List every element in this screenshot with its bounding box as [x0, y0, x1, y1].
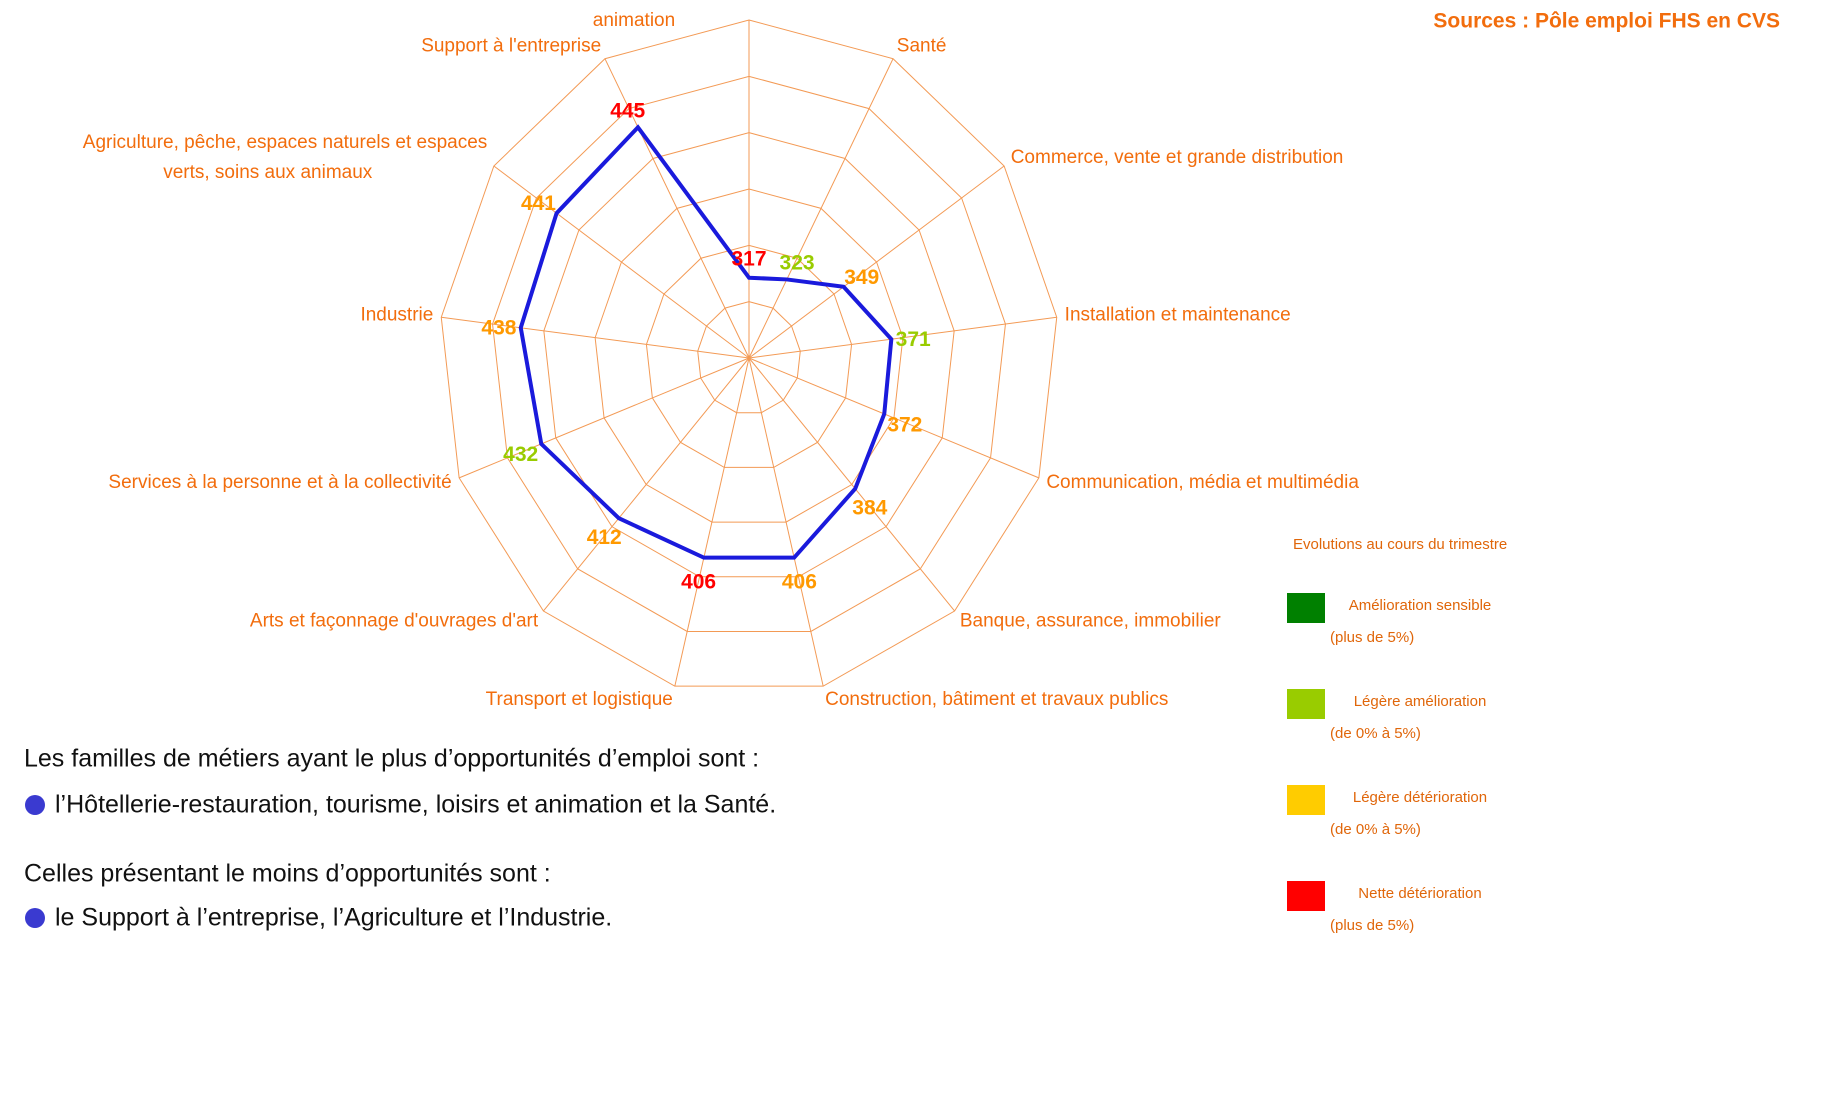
value-label: 445 — [610, 99, 645, 122]
grid-ring — [594, 188, 904, 523]
legend-title: Evolutions au cours du trimestre — [1293, 536, 1507, 553]
value-label: 406 — [782, 571, 817, 594]
category-label: Industrie — [360, 305, 433, 326]
bullet — [25, 908, 45, 928]
category-label: Hôtellerie-restauration, tourisme, loisi… — [574, 0, 925, 31]
grid-ring — [697, 301, 801, 414]
legend-range: (de 0% à 5%) — [1330, 821, 1421, 838]
category-label: Santé — [897, 35, 947, 56]
category-label: Installation et maintenance — [1065, 305, 1291, 326]
axis-spoke — [543, 357, 750, 612]
axis-spoke — [748, 357, 824, 687]
grid-ring — [492, 75, 1006, 632]
legend-range: (plus de 5%) — [1330, 917, 1414, 934]
legend-swatch — [1287, 593, 1325, 623]
legend-label: Légère amélioration — [1354, 693, 1487, 710]
category-label: Arts et façonnage d'ouvrages d'art — [250, 610, 539, 631]
legend-swatch — [1287, 689, 1325, 719]
value-label: 323 — [780, 252, 815, 275]
axis-spoke — [748, 357, 1040, 479]
paragraph: l’Hôtellerie-restauration, tourisme, loi… — [55, 791, 776, 819]
paragraph: Celles présentant le moins d’opportunité… — [24, 860, 551, 888]
paragraph: le Support à l’entreprise, l’Agriculture… — [55, 904, 612, 932]
legend-swatch — [1287, 785, 1325, 815]
category-label: Agriculture, pêche, espaces naturels et … — [83, 132, 488, 183]
legend-range: (plus de 5%) — [1330, 629, 1414, 646]
radar-line — [518, 124, 894, 560]
legend-range: (de 0% à 5%) — [1330, 725, 1421, 742]
axis-spoke — [748, 58, 894, 359]
axis-spoke — [604, 58, 750, 359]
value-label: 372 — [887, 413, 922, 436]
category-label: Communication, média et multimédia — [1046, 472, 1359, 493]
axis-spoke — [441, 316, 750, 359]
category-label: Support à l'entreprise — [421, 35, 601, 56]
bullet — [25, 795, 45, 815]
legend-label: Amélioration sensible — [1349, 597, 1492, 614]
value-label: 371 — [896, 328, 931, 351]
axis-spoke — [748, 357, 955, 612]
category-label: Services à la personne et à la collectiv… — [108, 472, 451, 493]
grid-ring — [440, 19, 1058, 687]
axis-spoke — [458, 357, 750, 479]
legend-swatch — [1287, 881, 1325, 911]
axis-spoke — [674, 357, 750, 687]
axis-spoke — [493, 165, 750, 359]
value-label: 349 — [844, 266, 879, 289]
category-label: Transport et logistique — [486, 689, 673, 710]
value-label: 406 — [681, 571, 716, 594]
grid-ring — [645, 244, 853, 468]
value-label: 438 — [481, 317, 516, 340]
value-label: 317 — [731, 247, 766, 270]
value-label: 412 — [587, 526, 622, 549]
value-label: 384 — [852, 497, 887, 520]
grid-ring — [543, 132, 955, 578]
value-label: 432 — [503, 443, 538, 466]
value-label: 441 — [521, 192, 556, 215]
axis-spoke — [748, 316, 1057, 359]
legend-label: Légère détérioration — [1353, 789, 1487, 806]
legend-label: Nette détérioration — [1358, 885, 1481, 902]
source: Sources : Pôle emploi FHS en CVS — [1433, 10, 1780, 33]
category-label: Commerce, vente et grande distribution — [1011, 147, 1344, 168]
paragraph: Les familles de métiers ayant le plus d’… — [24, 745, 759, 773]
category-label: Construction, bâtiment et travaux public… — [825, 689, 1168, 710]
category-label: Banque, assurance, immobilier — [960, 610, 1222, 631]
axis-spoke — [748, 165, 1005, 359]
